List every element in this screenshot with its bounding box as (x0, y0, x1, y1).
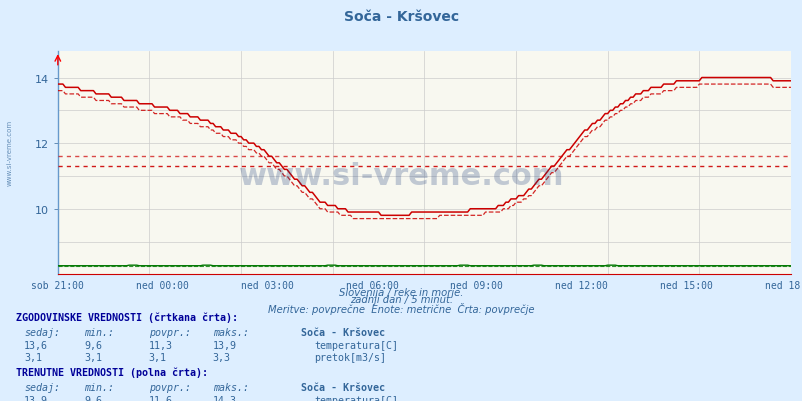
Text: ned 03:00: ned 03:00 (241, 281, 294, 291)
Text: 13,6: 13,6 (24, 340, 48, 350)
Text: min.:: min.: (84, 382, 114, 392)
Text: ned 18:00: ned 18:00 (764, 281, 802, 291)
Text: sob 21:00: sob 21:00 (31, 281, 84, 291)
Text: ned 09:00: ned 09:00 (450, 281, 503, 291)
Text: Slovenija / reke in morje.: Slovenija / reke in morje. (339, 288, 463, 298)
Text: 3,1: 3,1 (148, 352, 166, 363)
Text: min.:: min.: (84, 327, 114, 337)
Text: ned 06:00: ned 06:00 (345, 281, 398, 291)
Text: 9,6: 9,6 (84, 340, 102, 350)
Text: 11,3: 11,3 (148, 340, 172, 350)
Text: 13,9: 13,9 (213, 340, 237, 350)
Text: www.si-vreme.com: www.si-vreme.com (6, 119, 13, 185)
Text: 3,1: 3,1 (24, 352, 42, 363)
Text: Soča - Kršovec: Soča - Kršovec (301, 327, 385, 337)
Text: 3,3: 3,3 (213, 352, 230, 363)
Text: zadnji dan / 5 minut.: zadnji dan / 5 minut. (350, 295, 452, 305)
Text: 9,6: 9,6 (84, 395, 102, 401)
Text: ned 00:00: ned 00:00 (136, 281, 188, 291)
Text: temperatura[C]: temperatura[C] (314, 340, 398, 350)
Text: ZGODOVINSKE VREDNOSTI (črtkana črta):: ZGODOVINSKE VREDNOSTI (črtkana črta): (16, 312, 237, 322)
Text: povpr.:: povpr.: (148, 382, 190, 392)
Text: povpr.:: povpr.: (148, 327, 190, 337)
Text: maks.:: maks.: (213, 327, 249, 337)
Text: 13,9: 13,9 (24, 395, 48, 401)
Text: sedaj:: sedaj: (24, 382, 60, 392)
Text: 11,6: 11,6 (148, 395, 172, 401)
Text: Soča - Kršovec: Soča - Kršovec (301, 382, 385, 392)
Text: www.si-vreme.com: www.si-vreme.com (238, 162, 564, 191)
Text: sedaj:: sedaj: (24, 327, 60, 337)
Text: TRENUTNE VREDNOSTI (polna črta):: TRENUTNE VREDNOSTI (polna črta): (16, 367, 208, 377)
Text: Soča - Kršovec: Soča - Kršovec (343, 10, 459, 24)
Text: 3,1: 3,1 (84, 352, 102, 363)
Text: maks.:: maks.: (213, 382, 249, 392)
Text: ned 15:00: ned 15:00 (659, 281, 711, 291)
Text: pretok[m3/s]: pretok[m3/s] (314, 352, 386, 363)
Text: temperatura[C]: temperatura[C] (314, 395, 398, 401)
Text: Meritve: povprečne  Enote: metrične  Črta: povprečje: Meritve: povprečne Enote: metrične Črta:… (268, 302, 534, 314)
Text: 14,3: 14,3 (213, 395, 237, 401)
Text: ned 12:00: ned 12:00 (554, 281, 607, 291)
